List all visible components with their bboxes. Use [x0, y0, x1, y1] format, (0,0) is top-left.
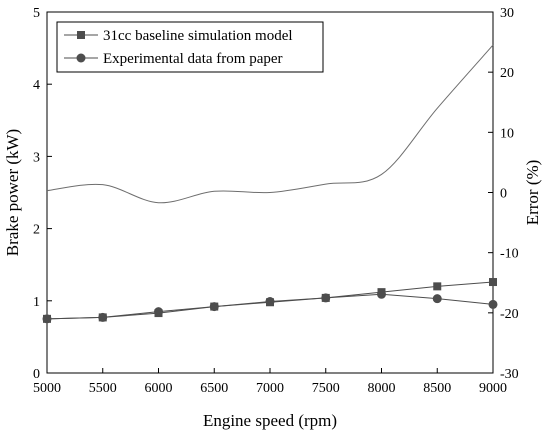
x-tick-label: 8500 — [423, 381, 451, 396]
x-axis-title: Engine speed (rpm) — [203, 411, 337, 430]
y-tick-label: 1 — [33, 295, 40, 310]
data-point-circle — [265, 297, 275, 307]
y-tick-label: 5 — [33, 6, 40, 21]
y-tick-label: 2 — [33, 223, 40, 238]
y2-tick-label: 20 — [500, 66, 514, 81]
series-error — [46, 44, 494, 204]
x-tick-label: 5000 — [33, 381, 61, 396]
y2-axis-ticks: -30 -20 -10 0 10 20 30 — [488, 6, 519, 382]
legend-box — [56, 21, 324, 73]
x-axis-ticks: 5000 5500 6000 6500 7000 7500 8000 8500 9000 — [33, 368, 507, 396]
y-axis-ticks: 0 1 2 3 4 5 — [33, 6, 52, 382]
series-experimental — [42, 289, 498, 324]
y2-tick-label: -30 — [500, 367, 519, 382]
data-point-circle — [42, 314, 52, 324]
data-point-circle — [432, 294, 442, 304]
data-point-circle — [321, 293, 331, 303]
y-axis-title: Brake power (kW) — [3, 129, 22, 256]
x-tick-label: 6500 — [200, 381, 228, 396]
y2-tick-label: 10 — [500, 126, 514, 141]
data-point-square — [489, 278, 497, 287]
data-point-square — [433, 282, 442, 291]
legend-label-simulation: 31cc baseline simulation model — [103, 28, 293, 44]
x-tick-label: 5500 — [89, 381, 117, 396]
x-tick-label: 8000 — [368, 381, 396, 396]
x-tick-label: 9000 — [479, 381, 507, 396]
legend-entry-experimental: Experimental data from paper — [64, 51, 283, 67]
series-layer — [42, 44, 498, 324]
x-tick-label: 7500 — [312, 381, 340, 396]
y-tick-label: 3 — [33, 150, 40, 165]
x-tick-label: 6000 — [145, 381, 173, 396]
y2-tick-label: -20 — [500, 307, 519, 322]
data-point-circle — [209, 302, 219, 312]
data-point-circle — [98, 312, 108, 322]
y2-tick-label: 0 — [500, 187, 507, 202]
legend: 31cc baseline simulation model Experimen… — [56, 21, 324, 73]
error-curve — [46, 44, 494, 204]
x-tick-label: 7000 — [256, 381, 284, 396]
y2-tick-label: 30 — [500, 6, 514, 21]
legend-marker-circle — [76, 53, 86, 63]
legend-label-experimental: Experimental data from paper — [103, 51, 283, 67]
y2-axis-title: Error (%) — [523, 160, 542, 226]
data-point-circle — [377, 289, 386, 299]
y-tick-label: 4 — [33, 78, 40, 93]
y2-tick-label: -10 — [500, 247, 519, 262]
data-point-circle — [154, 307, 163, 317]
legend-entry-simulation: 31cc baseline simulation model — [64, 28, 293, 44]
legend-marker-square — [77, 31, 85, 39]
y-tick-label: 0 — [33, 367, 40, 382]
data-point-circle — [488, 299, 498, 309]
